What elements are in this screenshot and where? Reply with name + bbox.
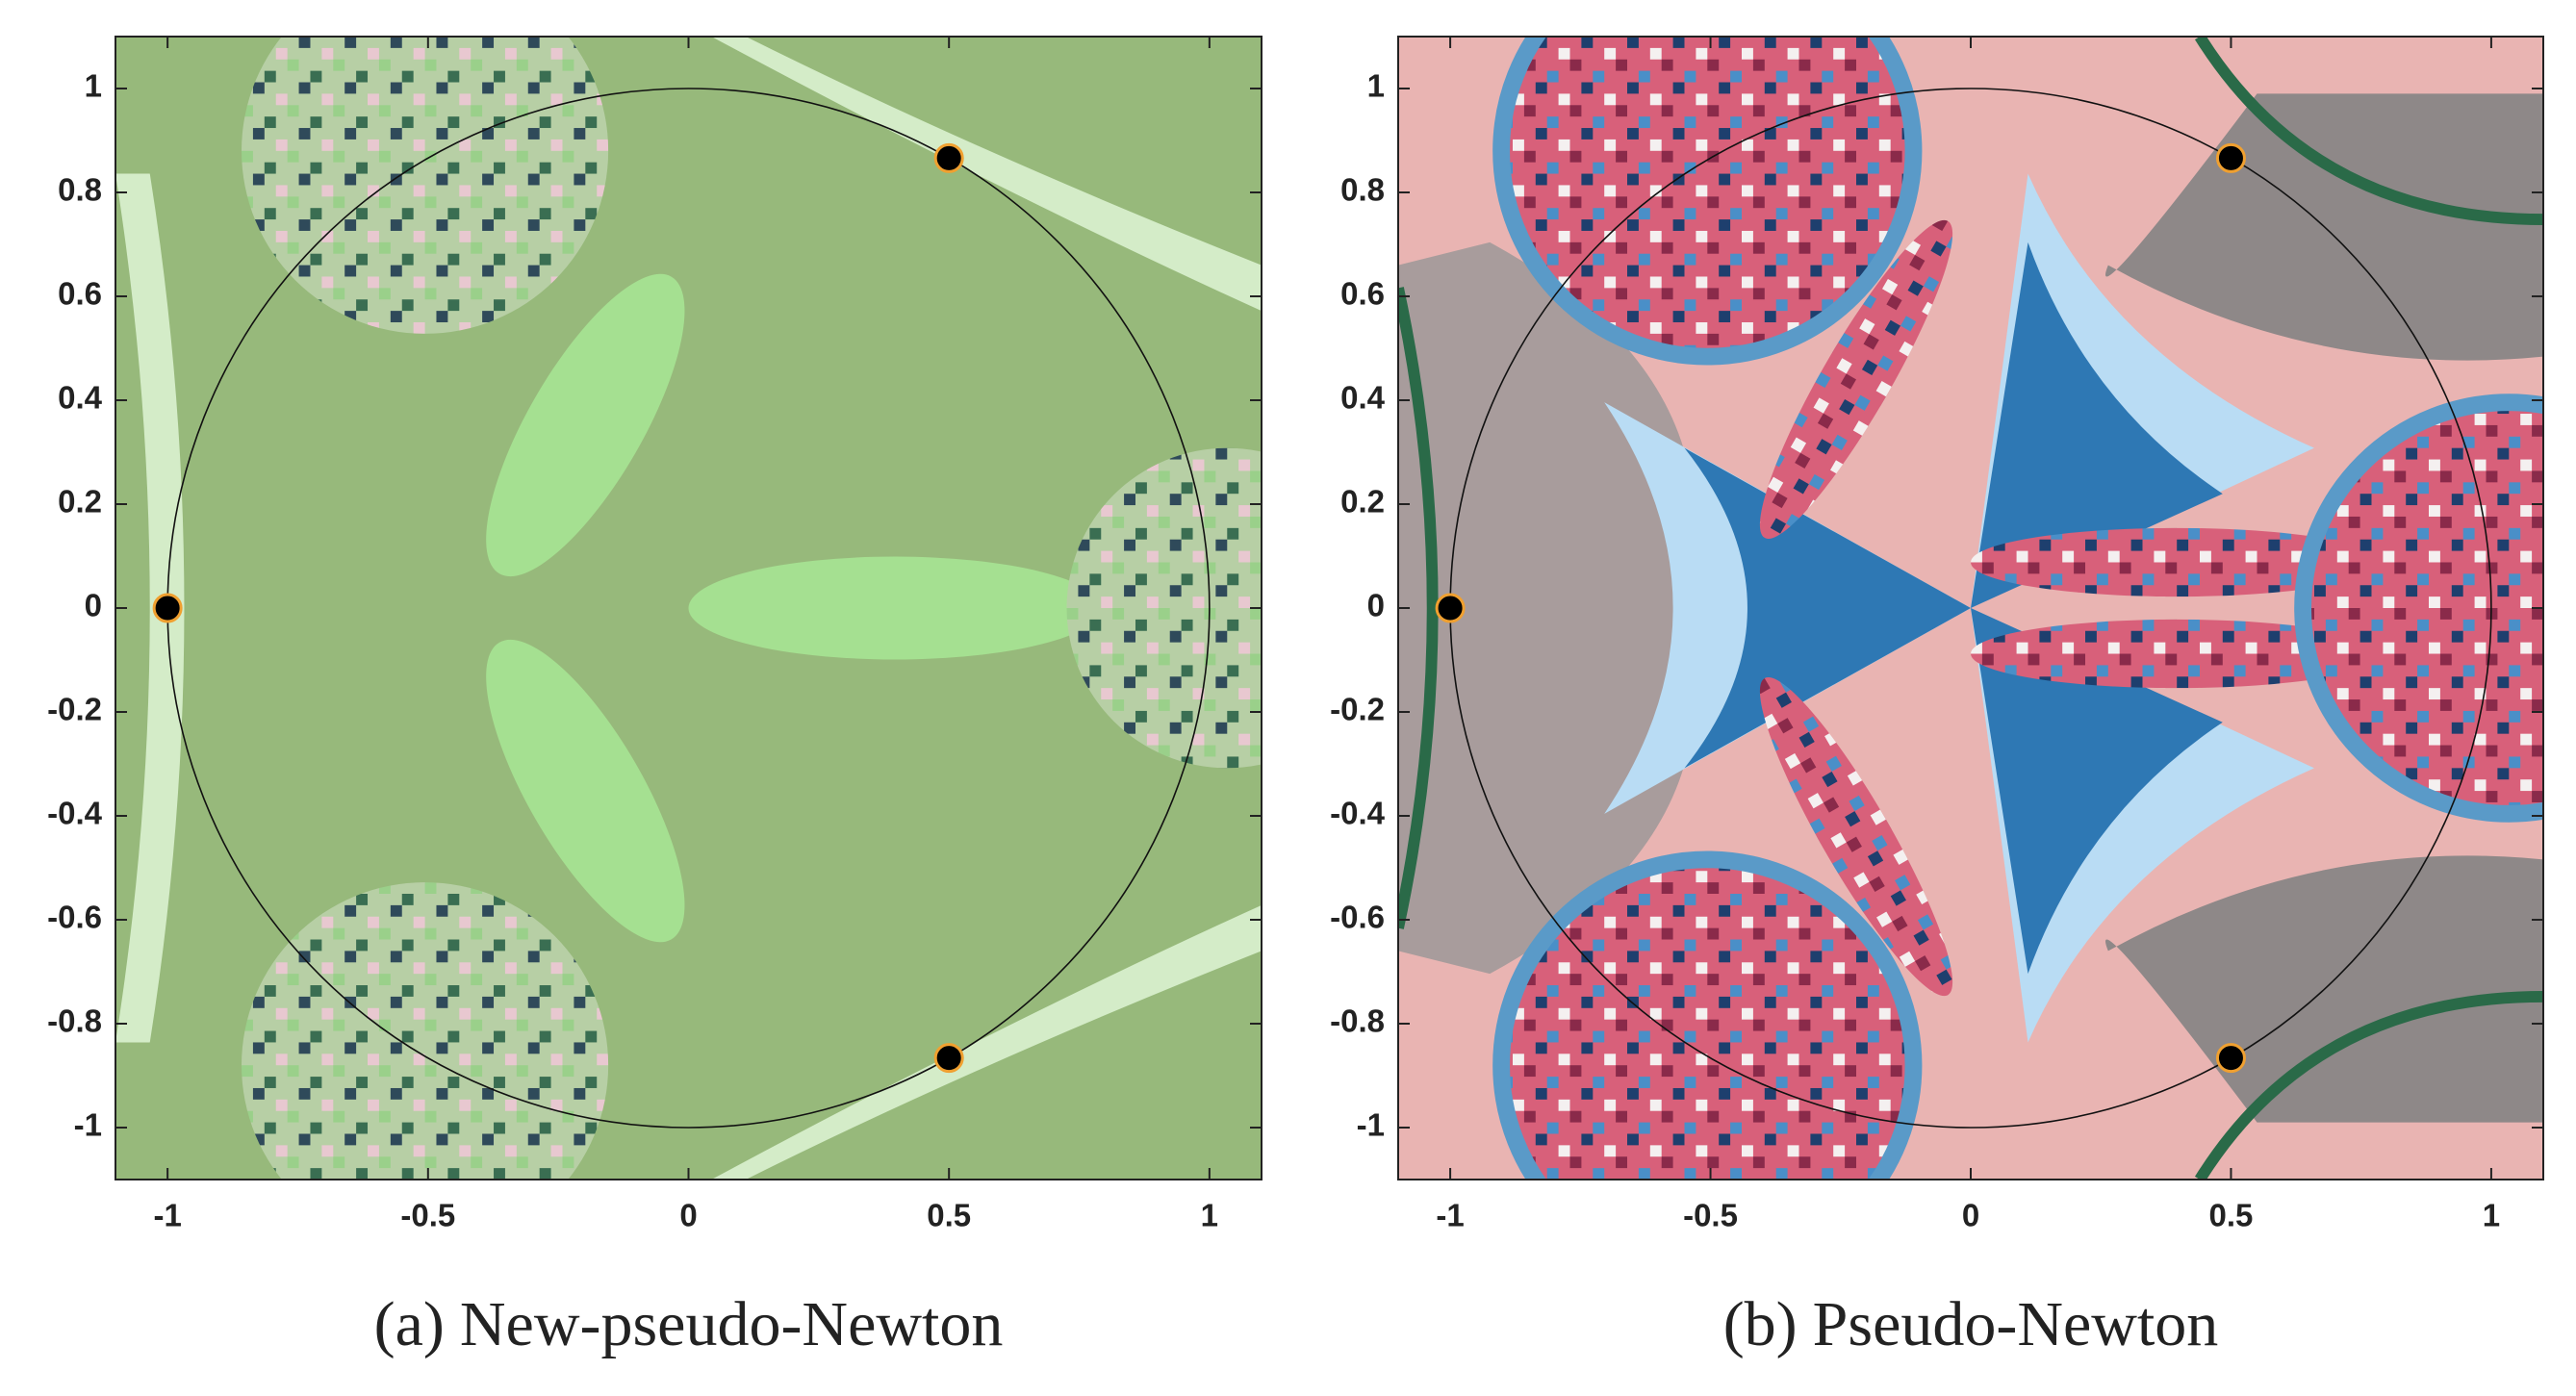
caption-label: (b) [1723,1289,1798,1359]
y-tick-label: 0.4 [58,380,103,416]
x-tick-label: 1 [2483,1198,2500,1233]
y-tick-label: 0.6 [1340,276,1385,312]
y-tick-label: 0.8 [1340,172,1385,208]
caption-label: (a) [374,1289,445,1359]
caption: (b) Pseudo-Newton [1723,1289,2219,1359]
basin-image-b [1398,37,2543,1180]
y-tick-label: -0.2 [1330,692,1385,727]
x-tick-label: 0 [679,1198,697,1233]
caption-text: New-pseudo-Newton [460,1289,1004,1359]
y-tick-label: -0.6 [1330,900,1385,935]
root-point [2215,1043,2246,1074]
x-tick-label: -1 [153,1198,181,1233]
y-tick-label: -0.4 [1330,796,1386,831]
caption-text: Pseudo-Newton [1813,1289,2219,1359]
y-tick-label: 0 [1367,588,1385,623]
x-tick-label: -0.5 [1683,1198,1738,1233]
y-tick-label: -0.8 [47,1003,102,1039]
root-point [2215,142,2246,173]
x-tick-label: -0.5 [400,1198,455,1233]
y-tick-label: 1 [1367,68,1385,104]
y-tick-label: -1 [74,1107,102,1143]
y-tick-label: -0.4 [47,796,103,831]
y-tick-label: -0.2 [47,692,102,727]
x-tick-label: 0.5 [927,1198,971,1233]
caption: (a) New-pseudo-Newton [374,1289,1004,1359]
y-tick-label: 0 [85,588,102,623]
root-point [1435,593,1466,623]
y-tick-label: 0.6 [58,276,102,312]
x-tick-label: 0 [1962,1198,1979,1233]
y-tick-label: -0.6 [47,900,102,935]
basin-image-a [115,37,1262,1180]
root-point [933,142,964,173]
y-tick-label: 0.8 [58,172,102,208]
y-tick-label: 0.2 [58,484,102,520]
x-tick-label: 1 [1201,1198,1218,1233]
x-tick-label: 0.5 [2209,1198,2254,1233]
y-tick-label: 0.4 [1340,380,1386,416]
x-tick-label: -1 [1436,1198,1464,1233]
y-tick-label: 1 [85,68,102,104]
y-tick-label: -0.8 [1330,1003,1385,1039]
y-tick-label: 0.2 [1340,484,1385,520]
root-point [152,593,183,623]
root-point [933,1043,964,1074]
y-tick-label: -1 [1357,1107,1385,1143]
